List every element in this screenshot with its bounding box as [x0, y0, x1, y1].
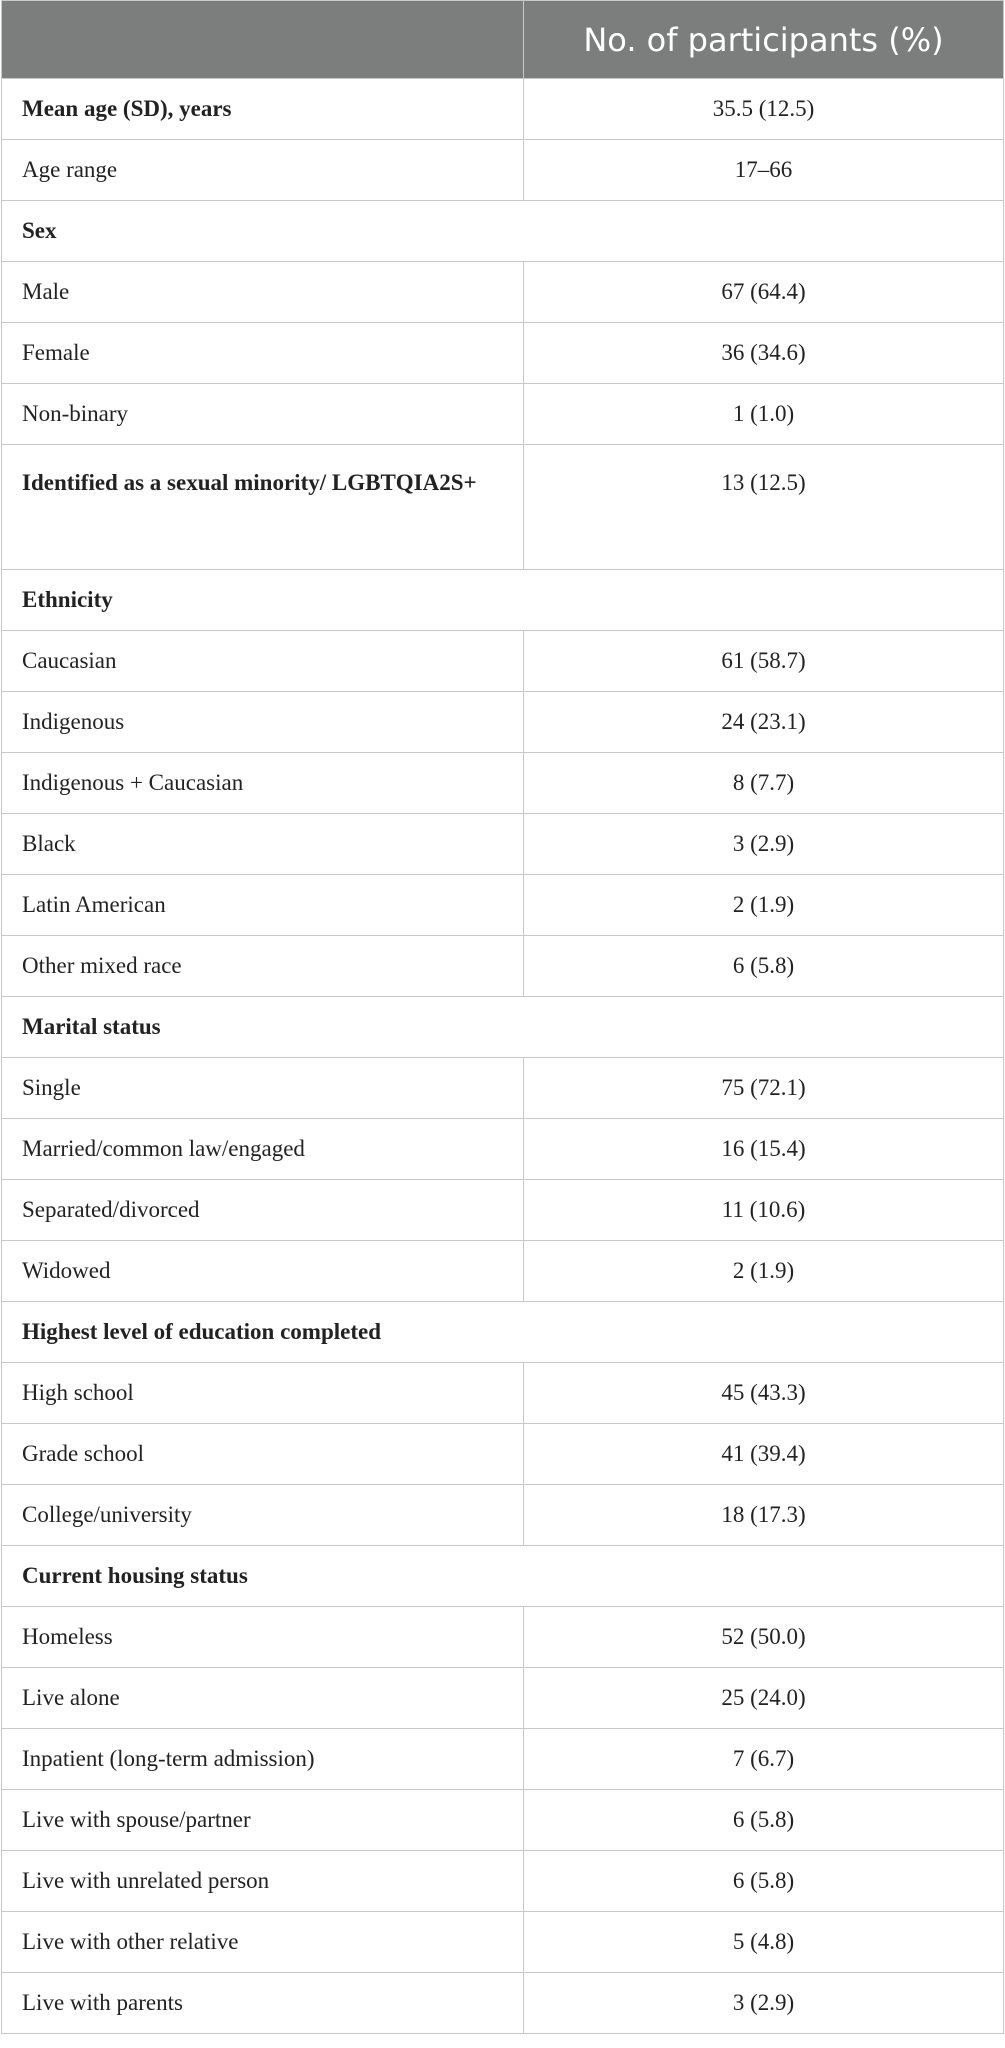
- section-label: Sex: [1, 200, 1004, 262]
- row-value: 16 (15.4): [523, 1118, 1004, 1180]
- row-value: 67 (64.4): [523, 261, 1004, 323]
- table-row: Widowed 2 (1.9): [1, 1240, 1004, 1302]
- row-label: Other mixed race: [1, 935, 524, 997]
- row-label: Live with spouse/partner: [1, 1789, 524, 1851]
- header-row: No. of participants (%): [1, 0, 1004, 79]
- table-row: Highest level of education completed: [1, 1301, 1004, 1363]
- row-label: Live with other relative: [1, 1911, 524, 1973]
- row-label: Age range: [1, 139, 524, 201]
- table-row: Latin American 2 (1.9): [1, 874, 1004, 936]
- row-label: Separated/divorced: [1, 1179, 524, 1241]
- row-value: 3 (2.9): [523, 1972, 1004, 2034]
- table-row: Ethnicity: [1, 569, 1004, 631]
- row-value: 6 (5.8): [523, 1850, 1004, 1912]
- row-value: 1 (1.0): [523, 383, 1004, 445]
- row-value: 25 (24.0): [523, 1667, 1004, 1729]
- row-label: Live alone: [1, 1667, 524, 1729]
- table-row: Live with unrelated person 6 (5.8): [1, 1850, 1004, 1912]
- row-label: High school: [1, 1362, 524, 1424]
- row-value: 24 (23.1): [523, 691, 1004, 753]
- table-row: Mean age (SD), years 35.5 (12.5): [1, 78, 1004, 140]
- row-label: Live with unrelated person: [1, 1850, 524, 1912]
- row-value: 2 (1.9): [523, 874, 1004, 936]
- row-label: Caucasian: [1, 630, 524, 692]
- row-value: 13 (12.5): [523, 444, 1004, 570]
- row-value: 6 (5.8): [523, 935, 1004, 997]
- row-label: Live with parents: [1, 1972, 524, 2034]
- section-label: Ethnicity: [1, 569, 1004, 631]
- row-value: 5 (4.8): [523, 1911, 1004, 1973]
- table-row: Male 67 (64.4): [1, 261, 1004, 323]
- table-row: Marital status: [1, 996, 1004, 1058]
- table-row: Sex: [1, 200, 1004, 262]
- row-value: 7 (6.7): [523, 1728, 1004, 1790]
- row-value: 52 (50.0): [523, 1606, 1004, 1668]
- table-row: College/university 18 (17.3): [1, 1484, 1004, 1546]
- row-label: Inpatient (long-term admission): [1, 1728, 524, 1790]
- row-value: 61 (58.7): [523, 630, 1004, 692]
- table-row: Live with other relative 5 (4.8): [1, 1911, 1004, 1973]
- row-value: 45 (43.3): [523, 1362, 1004, 1424]
- row-label: Identified as a sexual minority/ LGBTQIA…: [1, 444, 524, 570]
- table-body: Mean age (SD), years 35.5 (12.5) Age range…: [1, 78, 1004, 2034]
- row-label: Widowed: [1, 1240, 524, 1302]
- section-label: Marital status: [1, 996, 1004, 1058]
- row-label: Latin American: [1, 874, 524, 936]
- table-row: Other mixed race 6 (5.8): [1, 935, 1004, 997]
- row-label: Homeless: [1, 1606, 524, 1668]
- table-row: Live alone 25 (24.0): [1, 1667, 1004, 1729]
- table-row: Identified as a sexual minority/ LGBTQIA…: [1, 444, 1004, 570]
- table-row: Separated/divorced 11 (10.6): [1, 1179, 1004, 1241]
- row-value: 6 (5.8): [523, 1789, 1004, 1851]
- table-row: Caucasian 61 (58.7): [1, 630, 1004, 692]
- row-label: Non-binary: [1, 383, 524, 445]
- table-row: High school 45 (43.3): [1, 1362, 1004, 1424]
- row-label: Indigenous + Caucasian: [1, 752, 524, 814]
- row-value: 3 (2.9): [523, 813, 1004, 875]
- table-row: Inpatient (long-term admission) 7 (6.7): [1, 1728, 1004, 1790]
- row-label: College/university: [1, 1484, 524, 1546]
- row-value: 18 (17.3): [523, 1484, 1004, 1546]
- row-value: 35.5 (12.5): [523, 78, 1004, 140]
- row-value: 75 (72.1): [523, 1057, 1004, 1119]
- row-label: Black: [1, 813, 524, 875]
- row-label: Female: [1, 322, 524, 384]
- row-label: Grade school: [1, 1423, 524, 1485]
- row-value: 36 (34.6): [523, 322, 1004, 384]
- section-label: Highest level of education completed: [1, 1301, 1004, 1363]
- row-value: 41 (39.4): [523, 1423, 1004, 1485]
- row-value: 8 (7.7): [523, 752, 1004, 814]
- column-header: No. of participants (%): [523, 0, 1004, 79]
- table-row: Homeless 52 (50.0): [1, 1606, 1004, 1668]
- row-label: Single: [1, 1057, 524, 1119]
- header-blank: [1, 0, 524, 79]
- row-value: 17–66: [523, 139, 1004, 201]
- table-row: Single 75 (72.1): [1, 1057, 1004, 1119]
- row-label: Male: [1, 261, 524, 323]
- row-label: Married/common law/engaged: [1, 1118, 524, 1180]
- table-row: Live with spouse/partner 6 (5.8): [1, 1789, 1004, 1851]
- table-row: Married/common law/engaged 16 (15.4): [1, 1118, 1004, 1180]
- table-row: Black 3 (2.9): [1, 813, 1004, 875]
- row-value: 2 (1.9): [523, 1240, 1004, 1302]
- table-row: Grade school 41 (39.4): [1, 1423, 1004, 1485]
- table-row: Indigenous 24 (23.1): [1, 691, 1004, 753]
- table-row: Live with parents 3 (2.9): [1, 1972, 1004, 2034]
- row-label: Mean age (SD), years: [1, 78, 524, 140]
- table-row: Current housing status: [1, 1545, 1004, 1607]
- table-row: Indigenous + Caucasian 8 (7.7): [1, 752, 1004, 814]
- section-label: Current housing status: [1, 1545, 1004, 1607]
- table-row: Non-binary 1 (1.0): [1, 383, 1004, 445]
- row-value: 11 (10.6): [523, 1179, 1004, 1241]
- row-label: Indigenous: [1, 691, 524, 753]
- table-row: Female 36 (34.6): [1, 322, 1004, 384]
- table-row: Age range 17–66: [1, 139, 1004, 201]
